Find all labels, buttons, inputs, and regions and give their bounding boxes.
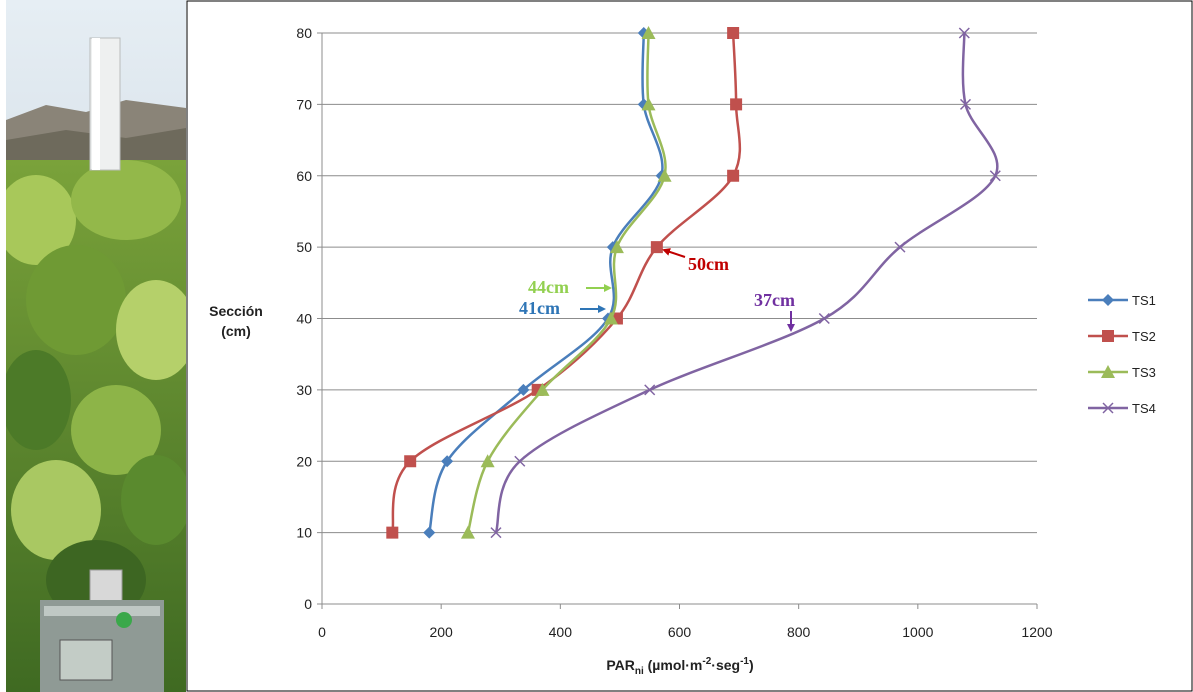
x-tick-label-600: 600: [668, 624, 692, 640]
point-ts4-40: [818, 312, 830, 325]
legend-item-ts1: TS1: [1088, 293, 1156, 308]
legend-label-ts2: TS2: [1132, 329, 1156, 344]
x-tick-label-200: 200: [429, 624, 453, 640]
point-ts4-10: [490, 527, 502, 539]
point-ts3-10: [460, 525, 475, 539]
annotation-41cm-label: 41cm: [519, 298, 560, 318]
x-tick-label-400: 400: [549, 624, 573, 640]
point-ts2-10: [386, 526, 399, 539]
series-ts3: [460, 26, 672, 539]
gridlines: [322, 32, 1037, 534]
series: [386, 26, 1001, 539]
x-tick-label-0: 0: [318, 624, 326, 640]
x-axis-title-sup2: -1: [740, 656, 749, 667]
x-axis-title-sub: ni: [635, 666, 644, 677]
legend-label-ts1: TS1: [1132, 293, 1156, 308]
point-ts3-30: [535, 382, 550, 396]
point-ts4-70: [959, 98, 972, 110]
legend-marker-ts1: [1102, 294, 1114, 306]
legend-item-ts4: TS4: [1088, 401, 1156, 416]
y-tick-labels: 0 10 20 30 40 50 60 70 80: [296, 25, 322, 612]
y-tick-label-20: 20: [296, 453, 312, 469]
point-ts3-20: [480, 454, 495, 468]
line-ts4: [494, 32, 999, 534]
y-tick-label-50: 50: [296, 239, 312, 255]
y-axis-title-line1: Sección: [209, 303, 263, 319]
legend-label-ts4: TS4: [1132, 401, 1156, 416]
point-ts3-50: [609, 240, 624, 254]
y-tick-label-0: 0: [304, 596, 312, 612]
point-ts2-80: [727, 27, 740, 39]
x-axis-title: PARni (µmol·m-2·seg-1): [606, 656, 753, 677]
point-ts1-20: [441, 455, 454, 468]
point-ts2-70: [730, 98, 743, 111]
point-ts3-60: [657, 168, 672, 182]
x-axis-title-mid: ·seg: [711, 657, 740, 673]
point-ts2-60: [727, 169, 740, 182]
point-ts2-20: [404, 455, 417, 468]
annotation-50cm-arrow: [662, 248, 686, 258]
y-tick-label-60: 60: [296, 168, 312, 184]
annotation-44cm-label: 44cm: [528, 277, 569, 297]
point-ts3-80: [641, 26, 656, 39]
annotation-37cm-label: 37cm: [754, 290, 795, 310]
x-tick-label-800: 800: [787, 624, 811, 640]
x-tick-label-1200: 1200: [1021, 624, 1052, 640]
legend-item-ts2: TS2: [1088, 329, 1156, 344]
series-ts4: [490, 27, 1001, 539]
y-tick-label-40: 40: [296, 311, 312, 327]
annotation-50cm-label: 50cm: [688, 254, 729, 274]
annotations: 50cm 44cm 41cm 37cm: [519, 248, 795, 332]
y-tick-label-80: 80: [296, 25, 312, 41]
point-ts3-70: [641, 97, 656, 111]
point-ts3-40: [603, 311, 618, 325]
line-ts2: [391, 32, 742, 533]
point-ts4-50: [894, 241, 906, 253]
legend-marker-ts3: [1101, 365, 1115, 378]
line-ts1: [428, 32, 664, 533]
vineyard-photo: [6, 0, 186, 692]
legend-item-ts3: TS3: [1088, 365, 1156, 380]
y-tick-label-30: 30: [296, 382, 312, 398]
point-ts1-10: [423, 526, 436, 539]
y-tick-label-70: 70: [296, 96, 312, 112]
legend: TS1 TS2 TS3 TS4: [1088, 293, 1156, 416]
line-ts3: [466, 32, 667, 533]
point-ts4-30: [644, 384, 656, 396]
x-tick-label-1000: 1000: [902, 624, 933, 640]
y-tick-label-10: 10: [296, 525, 312, 541]
point-ts4-80: [958, 27, 970, 39]
x-axis-title-units: (µmol·m: [644, 657, 703, 673]
point-ts2-50: [650, 241, 663, 254]
x-axis-title-main: PAR: [606, 657, 635, 673]
point-ts4-60: [989, 170, 1001, 182]
x-tick-labels: 0 200 400 600 800 1000 1200: [318, 604, 1053, 640]
y-axis-title-line2: (cm): [221, 323, 251, 339]
point-ts4-20: [514, 455, 526, 467]
legend-label-ts3: TS3: [1132, 365, 1156, 380]
legend-marker-ts2: [1102, 330, 1114, 342]
point-ts1-30: [517, 383, 530, 396]
legend-marker-ts4: [1102, 402, 1114, 414]
series-ts2: [386, 27, 743, 539]
x-axis-title-sup1: -2: [702, 656, 711, 667]
chart-frame: [186, 0, 1193, 692]
x-axis-title-end: ): [749, 657, 754, 673]
